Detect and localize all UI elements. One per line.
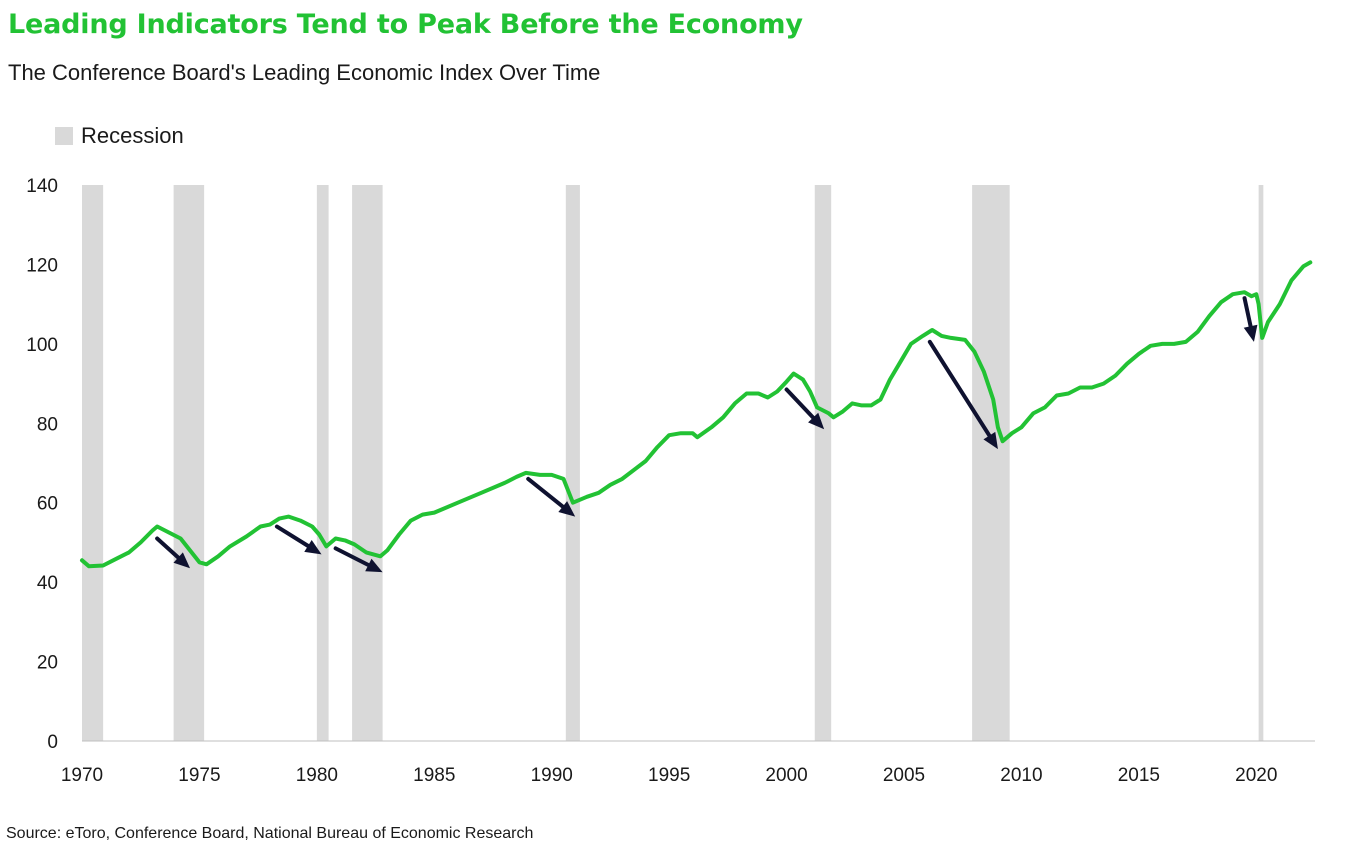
x-tick-label-1985: 1985	[413, 765, 455, 786]
legend: Recession	[55, 123, 184, 149]
y-tick-label-100: 100	[26, 335, 58, 356]
recession-band-7	[1258, 185, 1264, 741]
recession-band-6	[972, 185, 1010, 741]
y-tick-label-60: 60	[37, 494, 58, 515]
arrow-head-0	[173, 552, 191, 569]
axes: 0 20 40 60 80 100 120 140 1970 1975 1980 1985 1990 19…	[26, 176, 1315, 786]
chart-subtitle: The Conference Board's Leading Economic …	[8, 60, 601, 85]
recession-band-4	[565, 185, 580, 741]
arrow-head-3	[558, 501, 576, 517]
recession-band-3	[352, 185, 383, 741]
x-tick-label-2020: 2020	[1235, 765, 1277, 786]
arrow-6	[1242, 296, 1258, 342]
recession-band-5	[814, 185, 832, 741]
recession-bands	[82, 185, 1264, 741]
arrow-5	[927, 339, 998, 450]
arrow-1	[274, 524, 322, 555]
x-tick-label-1990: 1990	[531, 765, 573, 786]
arrow-4	[784, 387, 825, 430]
arrow-shaft-6	[1242, 296, 1253, 329]
y-tick-label-80: 80	[37, 414, 58, 435]
arrow-shaft-5	[927, 339, 992, 438]
arrow-shaft-1	[274, 524, 310, 548]
source-note: Source: eToro, Conference Board, Nationa…	[6, 825, 534, 842]
recession-band-0	[82, 185, 104, 741]
series-line-0	[80, 260, 1313, 569]
arrow-head-1	[304, 539, 322, 555]
x-tick-label-1980: 1980	[296, 765, 338, 786]
arrow-shaft-2	[333, 546, 371, 567]
annotation-arrows	[155, 296, 1258, 573]
arrow-head-6	[1243, 324, 1258, 342]
series-layer	[80, 260, 1313, 569]
arrow-3	[526, 476, 576, 517]
x-tick-label-1995: 1995	[648, 765, 690, 786]
arrow-0	[155, 536, 191, 569]
y-tick-label-40: 40	[37, 573, 58, 594]
arrow-2	[333, 546, 383, 573]
arrow-head-4	[808, 412, 825, 430]
y-tick-label-20: 20	[37, 653, 58, 674]
chart-title: Leading Indicators Tend to Peak Before t…	[8, 9, 803, 40]
arrow-shaft-3	[526, 476, 565, 509]
x-tick-label-2000: 2000	[765, 765, 807, 786]
x-tick-label-1975: 1975	[178, 765, 220, 786]
arrow-head-2	[365, 558, 383, 573]
y-tick-label-140: 140	[26, 176, 58, 197]
arrow-head-5	[983, 431, 998, 450]
legend-label-recession: Recession	[81, 123, 184, 148]
x-tick-label-2010: 2010	[1000, 765, 1042, 786]
y-tick-label-0: 0	[47, 732, 58, 753]
legend-swatch-recession	[55, 127, 73, 145]
arrow-shaft-4	[784, 387, 816, 420]
x-tick-label-2015: 2015	[1118, 765, 1160, 786]
y-tick-label-120: 120	[26, 255, 58, 276]
arrow-shaft-0	[155, 536, 181, 560]
x-tick-label-2005: 2005	[883, 765, 925, 786]
recession-band-2	[316, 185, 329, 741]
x-tick-label-1970: 1970	[61, 765, 103, 786]
recession-band-1	[173, 185, 205, 741]
